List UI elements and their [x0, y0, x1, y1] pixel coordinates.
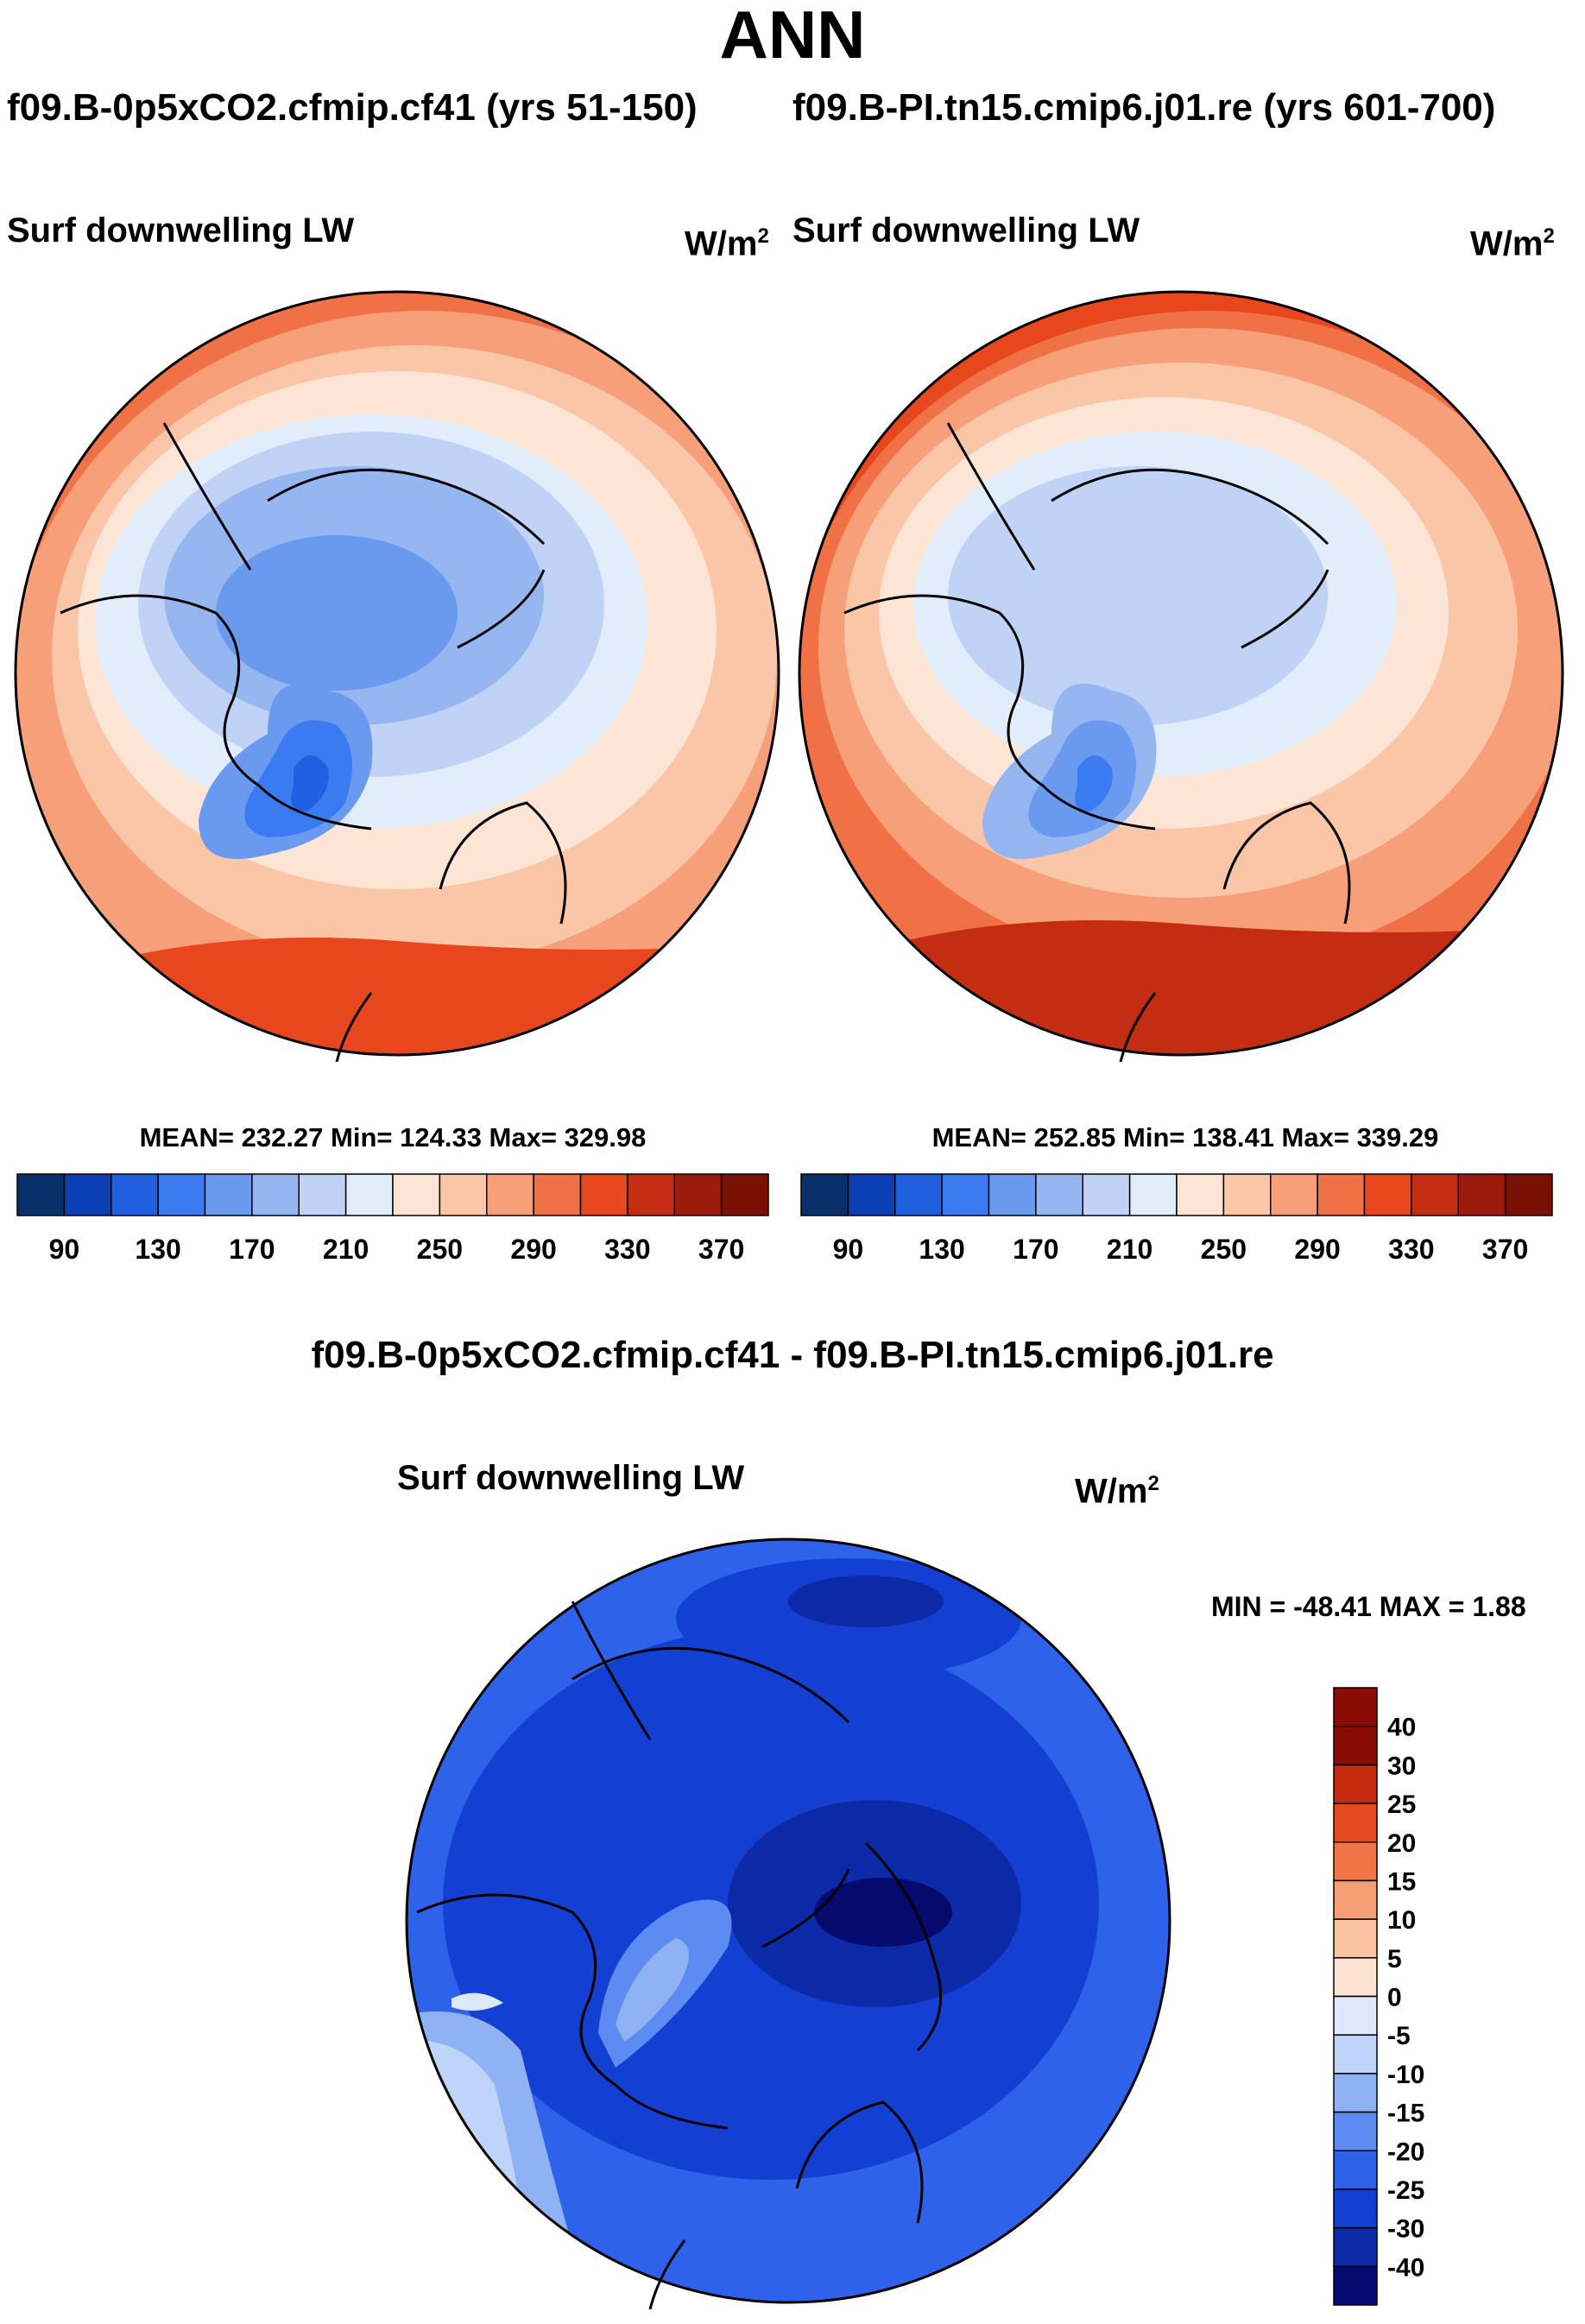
colorbar-label: 15 [1387, 1867, 1416, 1896]
colorbar-cell [1333, 1725, 1378, 1766]
colorbar-cell [1317, 1173, 1366, 1216]
colorbar-tick-label: 290 [510, 1234, 556, 1265]
colorbar-cell [1222, 1173, 1272, 1216]
colorbar-tick-label: 370 [698, 1234, 744, 1265]
units-left: W/m2 [685, 224, 769, 263]
colorbar-left: 90 130 170 210 250 290 330 370 [16, 1173, 769, 1265]
colorbar-cell [1504, 1173, 1553, 1216]
colorbar-cell [1333, 2073, 1378, 2113]
map-panel-right: polar-stereographic-map-icon [798, 290, 1564, 1062]
colorbar-cell [1333, 1764, 1378, 1804]
colorbar-tick-label: 370 [1482, 1234, 1528, 1265]
panel-label-diff: Surf downwelling LW [397, 1459, 745, 1497]
colorbar-right: 90 130 170 210 250 290 330 370 [800, 1173, 1553, 1265]
colorbar-cell [1333, 2265, 1378, 2306]
colorbar-label: 25 [1387, 1790, 1416, 1819]
colorbar-cell [627, 1173, 675, 1216]
colorbar-cell [1333, 1957, 1378, 1998]
colorbar-cell [1411, 1173, 1459, 1216]
colorbar-label: -15 [1387, 2100, 1424, 2128]
colorbar-cell [720, 1173, 769, 1216]
map-panel-left: polar-stereographic-map-icon [14, 290, 780, 1062]
colorbar-cell [941, 1173, 990, 1216]
stats-left: MEAN= 232.27 Min= 124.33 Max= 329.98 [139, 1122, 647, 1153]
colorbar-tick-label: 90 [833, 1234, 864, 1265]
colorbar-cell [894, 1173, 943, 1216]
case-title-right: f09.B-PI.tn15.cmip6.j01.re (yrs 601-700) [792, 86, 1496, 129]
colorbar-cell [1333, 2226, 1378, 2268]
colorbar-cell [1270, 1173, 1318, 1216]
colorbar-cell [1082, 1173, 1131, 1216]
colorbar-tick-label: 170 [1013, 1234, 1058, 1265]
colorbar-label: -10 [1387, 2061, 1424, 2089]
panel-label-left: Surf downwelling LW [7, 212, 355, 249]
colorbar-cell [800, 1173, 849, 1216]
colorbar-label: 0 [1387, 1984, 1402, 2012]
colorbar-cell [298, 1173, 347, 1216]
colorbar-cell [1333, 2111, 1378, 2151]
colorbar-tick-label: 210 [1107, 1234, 1152, 1265]
colorbar-cell [1128, 1173, 1178, 1216]
colorbar-label: 5 [1387, 1945, 1402, 1974]
units-diff: W/m2 [1075, 1472, 1159, 1511]
colorbar-tick-label: 130 [919, 1234, 964, 1265]
colorbar-cell [111, 1173, 159, 1216]
stats-right: MEAN= 252.85 Min= 138.41 Max= 339.29 [931, 1122, 1439, 1153]
colorbar-cell [1176, 1173, 1225, 1216]
colorbar-tick-label: 170 [229, 1234, 275, 1265]
colorbar-cell [847, 1173, 896, 1216]
colorbar-tick-label: 330 [604, 1234, 650, 1265]
difference-title: f09.B-0p5xCO2.cfmip.cf41 - f09.B-PI.tn15… [311, 1334, 1274, 1376]
colorbar-cell [439, 1173, 488, 1216]
colorbar-cell [1333, 1995, 1378, 2036]
colorbar-cell [533, 1173, 582, 1216]
colorbar-cell [1457, 1173, 1506, 1216]
figure-title: ANN [719, 0, 866, 73]
diff-minmax: MIN = -48.41 MAX = 1.88 [1211, 1591, 1526, 1622]
colorbar-cell [1333, 1687, 1378, 1727]
colorbar-cell [16, 1173, 66, 1216]
colorbar-tick-label: 130 [135, 1234, 180, 1265]
colorbar-tick-label: 210 [323, 1234, 369, 1265]
colorbar-cell [1333, 2034, 1378, 2075]
panel-label-right: Surf downwelling LW [792, 212, 1140, 249]
colorbar-cell [63, 1173, 112, 1216]
colorbar-cell [344, 1173, 394, 1216]
colorbar-label: 30 [1387, 1752, 1416, 1780]
map-panel-difference: polar-stereographic-map-icon [405, 1538, 1171, 2309]
case-title-left: f09.B-0p5xCO2.cfmip.cf41 (yrs 51-150) [7, 86, 698, 129]
colorbar-label: 20 [1387, 1829, 1416, 1858]
colorbar-label: -5 [1387, 2022, 1411, 2050]
colorbar-cell [157, 1173, 206, 1216]
colorbar-tick-label: 250 [1201, 1234, 1247, 1265]
colorbar-cell [1333, 1803, 1378, 1843]
colorbar-cell [1333, 1841, 1378, 1882]
colorbar-cell [673, 1173, 723, 1216]
colorbar-tick-label: 90 [49, 1234, 80, 1265]
colorbar-label: -20 [1387, 2138, 1424, 2166]
colorbar-cell [1333, 1918, 1378, 1959]
colorbar-cell [1035, 1173, 1083, 1216]
colorbar-cell [579, 1173, 628, 1216]
colorbar-cell [392, 1173, 441, 1216]
colorbar-cell [1333, 2188, 1378, 2229]
units-right: W/m2 [1470, 224, 1555, 263]
colorbar-label: -25 [1387, 2176, 1424, 2205]
colorbar-cell [204, 1173, 253, 1216]
colorbar-tick-label: 250 [417, 1234, 463, 1265]
colorbar-cell [1333, 1879, 1378, 1920]
colorbar-cell [1363, 1173, 1412, 1216]
colorbar-tick-label: 330 [1388, 1234, 1434, 1265]
colorbar-label: -30 [1387, 2215, 1424, 2244]
colorbar-difference: 40 30 25 20 15 10 5 0 -5 -10 -15 -20 -25 -30 -40 [1333, 1687, 1424, 2306]
colorbar-label: -40 [1387, 2253, 1424, 2282]
colorbar-cell [486, 1173, 534, 1216]
colorbar-label: 40 [1387, 1714, 1416, 1742]
colorbar-cell [1333, 2150, 1378, 2190]
colorbar-label: 10 [1387, 1906, 1416, 1935]
colorbar-cell [251, 1173, 300, 1216]
colorbar-cell [988, 1173, 1037, 1216]
colorbar-tick-label: 290 [1294, 1234, 1340, 1265]
